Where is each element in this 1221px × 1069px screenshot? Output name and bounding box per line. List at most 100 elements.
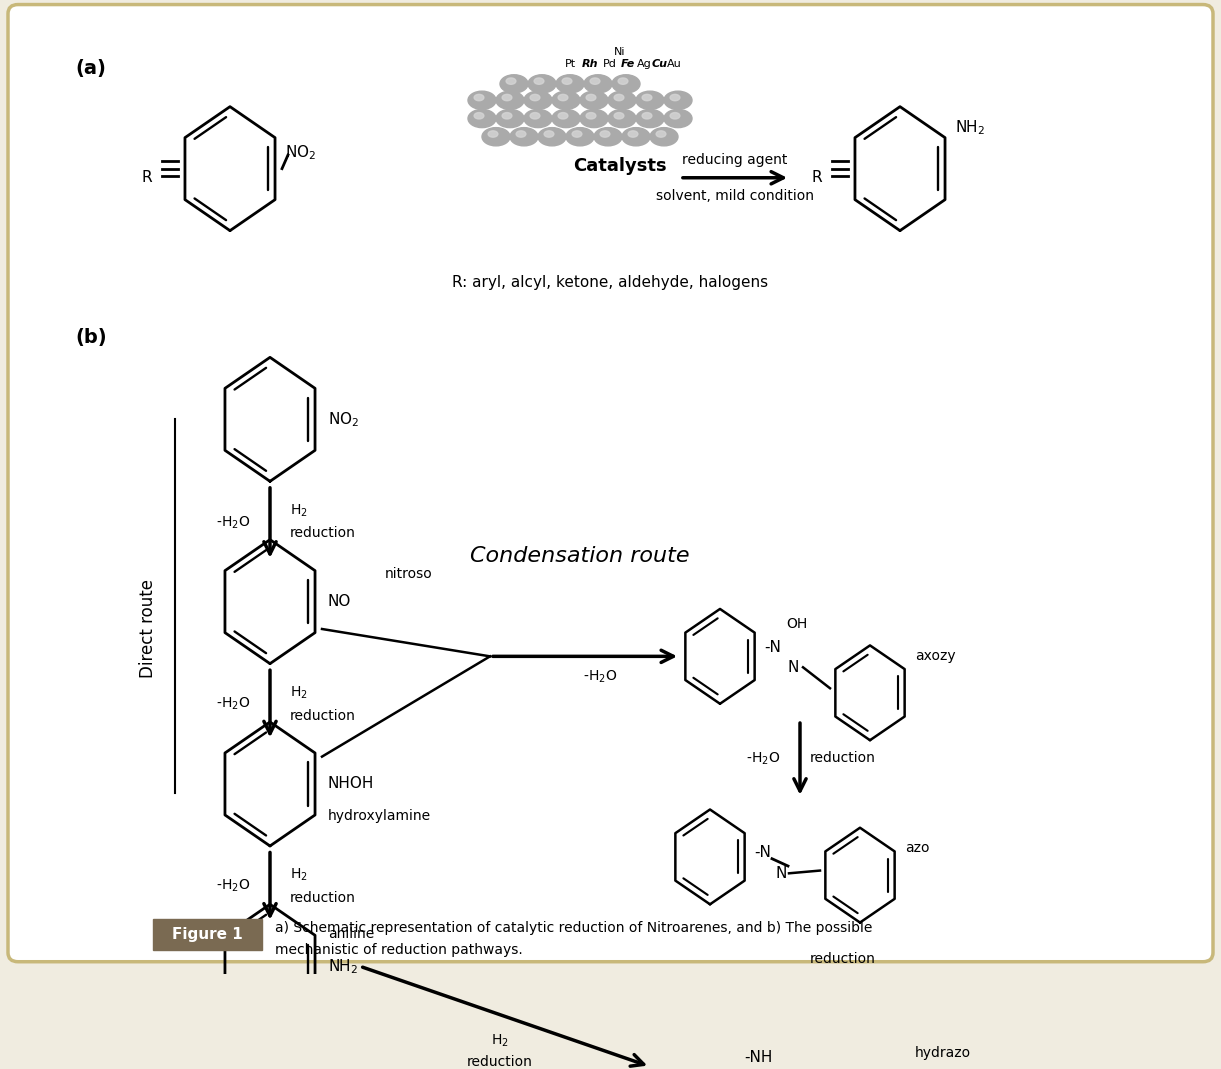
Ellipse shape	[552, 109, 580, 127]
Text: NH$_2$: NH$_2$	[955, 119, 985, 137]
Ellipse shape	[614, 112, 624, 119]
Text: Condensation route: Condensation route	[470, 546, 690, 567]
Text: Au: Au	[667, 59, 681, 68]
Text: Pd: Pd	[603, 59, 617, 68]
Ellipse shape	[586, 112, 596, 119]
Text: -H$_2$O: -H$_2$O	[216, 878, 250, 895]
Ellipse shape	[488, 130, 498, 137]
Text: reduction: reduction	[810, 752, 875, 765]
Ellipse shape	[650, 127, 678, 145]
Text: azo: azo	[905, 841, 929, 855]
Text: NO: NO	[328, 594, 352, 609]
Text: Pt: Pt	[564, 59, 575, 68]
Ellipse shape	[584, 75, 612, 93]
Text: (a): (a)	[74, 59, 106, 78]
Ellipse shape	[524, 109, 552, 127]
Ellipse shape	[474, 94, 484, 100]
Text: Ag: Ag	[636, 59, 651, 68]
Ellipse shape	[670, 94, 680, 100]
Text: OH: OH	[786, 618, 807, 632]
Ellipse shape	[593, 127, 621, 145]
Ellipse shape	[642, 112, 652, 119]
Ellipse shape	[580, 109, 608, 127]
Text: -H$_2$O: -H$_2$O	[216, 514, 250, 530]
Ellipse shape	[516, 130, 526, 137]
Text: Cu: Cu	[652, 59, 668, 68]
Text: Ni: Ni	[614, 47, 625, 57]
Text: reduction: reduction	[291, 709, 355, 723]
Text: solvent, mild condition: solvent, mild condition	[656, 189, 814, 203]
Text: mechanistic of reduction pathways.: mechanistic of reduction pathways.	[275, 944, 523, 958]
Ellipse shape	[621, 127, 650, 145]
Text: NHOH: NHOH	[328, 776, 375, 791]
Text: -N: -N	[755, 845, 770, 859]
Text: hydroxylamine: hydroxylamine	[328, 809, 431, 823]
Text: hydrazo: hydrazo	[915, 1045, 971, 1059]
Ellipse shape	[502, 94, 512, 100]
Text: NH$_2$: NH$_2$	[328, 957, 358, 976]
Ellipse shape	[608, 109, 636, 127]
Ellipse shape	[505, 78, 516, 84]
Ellipse shape	[468, 109, 496, 127]
Text: reduction: reduction	[291, 890, 355, 905]
Text: Direct route: Direct route	[139, 579, 158, 679]
Ellipse shape	[636, 109, 664, 127]
Ellipse shape	[474, 112, 484, 119]
Text: -N: -N	[764, 639, 781, 654]
Text: -NH: -NH	[744, 1050, 773, 1065]
Text: NO$_2$: NO$_2$	[284, 143, 316, 161]
Ellipse shape	[534, 78, 543, 84]
Ellipse shape	[552, 91, 580, 109]
Ellipse shape	[496, 91, 524, 109]
Ellipse shape	[567, 127, 593, 145]
Text: (b): (b)	[74, 328, 106, 347]
Ellipse shape	[590, 78, 600, 84]
Text: N: N	[788, 660, 800, 675]
Text: H$_2$: H$_2$	[291, 684, 308, 701]
FancyBboxPatch shape	[9, 4, 1212, 962]
Text: axozy: axozy	[915, 649, 956, 664]
Ellipse shape	[670, 112, 680, 119]
Text: aniline: aniline	[328, 928, 375, 942]
Ellipse shape	[642, 94, 652, 100]
Ellipse shape	[538, 127, 567, 145]
Text: reduction: reduction	[468, 1055, 532, 1069]
Text: H$_2$: H$_2$	[291, 502, 308, 518]
Text: NO$_2$: NO$_2$	[328, 410, 359, 429]
Ellipse shape	[614, 94, 624, 100]
Ellipse shape	[600, 130, 610, 137]
Ellipse shape	[530, 94, 540, 100]
Text: reducing agent: reducing agent	[683, 153, 788, 167]
Ellipse shape	[468, 91, 496, 109]
Text: -H$_2$O: -H$_2$O	[216, 696, 250, 712]
Ellipse shape	[608, 91, 636, 109]
Ellipse shape	[527, 75, 556, 93]
Text: Rh: Rh	[581, 59, 598, 68]
Text: H$_2$: H$_2$	[491, 1033, 509, 1050]
Ellipse shape	[558, 112, 568, 119]
Text: N: N	[777, 866, 788, 881]
Text: -H$_2$O: -H$_2$O	[746, 750, 780, 766]
Ellipse shape	[556, 75, 584, 93]
Text: -H$_2$O: -H$_2$O	[582, 668, 617, 684]
Ellipse shape	[502, 112, 512, 119]
Text: a) Schematic representation of catalytic reduction of Nitroarenes, and b) The po: a) Schematic representation of catalytic…	[275, 920, 872, 934]
Ellipse shape	[524, 91, 552, 109]
Ellipse shape	[530, 112, 540, 119]
Text: R: R	[142, 170, 151, 185]
FancyBboxPatch shape	[153, 919, 263, 950]
Ellipse shape	[612, 75, 640, 93]
Text: reduction: reduction	[291, 526, 355, 540]
Text: Fe: Fe	[620, 59, 635, 68]
Ellipse shape	[586, 94, 596, 100]
Text: nitroso: nitroso	[385, 568, 432, 582]
Text: R: R	[812, 170, 822, 185]
Ellipse shape	[573, 130, 582, 137]
Ellipse shape	[628, 130, 637, 137]
Ellipse shape	[562, 78, 571, 84]
Ellipse shape	[545, 130, 554, 137]
Text: H$_2$: H$_2$	[291, 867, 308, 883]
Ellipse shape	[510, 127, 538, 145]
Ellipse shape	[664, 91, 692, 109]
Ellipse shape	[558, 94, 568, 100]
